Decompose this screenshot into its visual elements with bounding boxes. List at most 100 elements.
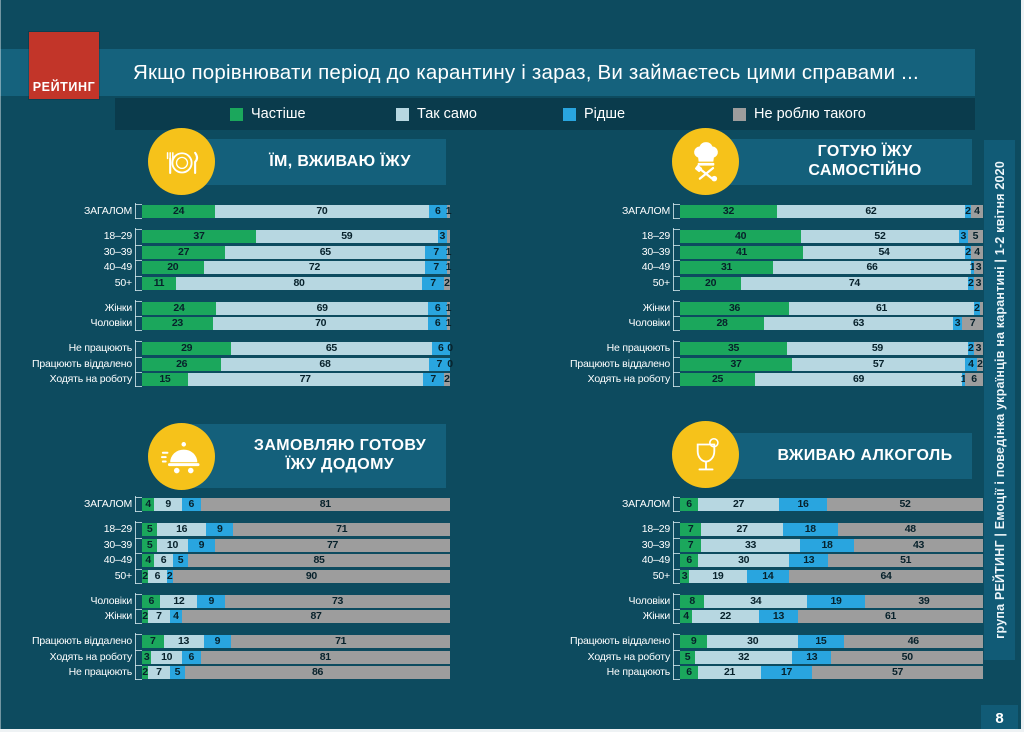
bar-segment: 2	[142, 610, 149, 623]
bar-row: 40–49 20 72 7 1	[30, 260, 451, 274]
bar-segment: 6	[154, 554, 173, 567]
bar-row: Чоловіки 8 34 19 39	[555, 593, 983, 608]
bar-row: Працюють віддалено 26 68 7 0	[30, 356, 453, 371]
bar-row: Працюють віддалено 37 57 4 2	[555, 356, 983, 371]
bar-segment: 2	[142, 666, 149, 679]
bar-segment: 6	[182, 650, 201, 664]
bar-segment: 65	[231, 342, 432, 355]
segment-value: 2	[142, 569, 148, 582]
bar-segment: 81	[200, 498, 450, 511]
row-label: Чоловіки	[90, 317, 133, 329]
bar-group: 18–29 5 16 9 71 30–39 5 10 9 77 40–49 4 6 5 85 50+ 2 6 2 90	[30, 521, 450, 584]
segment-value: 77	[327, 538, 339, 551]
row-label: Жінки	[104, 301, 132, 314]
bar-row: 50+ 11 80 7 2	[30, 275, 450, 291]
bar-segment: 64	[789, 569, 983, 583]
segment-value: 5	[174, 666, 181, 678]
row-label: ЗАГАЛОМ	[84, 205, 132, 217]
bar-segment: 23	[142, 317, 213, 330]
bar-segment: 6	[142, 594, 161, 608]
panel-title-alcohol: ВЖИВАЮ АЛКОГОЛЬ	[714, 433, 972, 479]
bar-segment: 80	[175, 276, 423, 290]
stacked-bar: 4 9 6 81	[135, 497, 450, 512]
segment-value: 21	[723, 666, 736, 678]
bar-segment: 77	[215, 538, 450, 552]
segment-value: 5	[684, 650, 691, 663]
segment-value: 18	[804, 523, 816, 535]
segment-value: 18	[821, 538, 833, 551]
segment-value: 61	[885, 610, 897, 622]
segment-value: 40	[735, 230, 747, 242]
segment-value: 1	[445, 301, 452, 314]
segment-value: 2	[977, 357, 983, 370]
segment-value: 6	[686, 554, 692, 566]
stacked-bar: 20 74 2 3	[673, 275, 983, 291]
page-number: 8	[981, 705, 1018, 732]
segment-value: 12	[173, 594, 185, 607]
bar-segment: 6	[428, 205, 447, 218]
bar-segment: 7	[142, 635, 164, 648]
bar-group: Працюють віддалено 7 13 9 71 Ходять на роботу…	[30, 633, 450, 680]
row-label: Не працюють	[606, 666, 671, 678]
segment-value: 13	[178, 635, 190, 647]
stacked-bar: 4 22 13 61	[673, 609, 983, 624]
segment-value: 57	[891, 666, 904, 678]
segment-value: 4	[974, 245, 980, 258]
bar-segment: 18	[783, 523, 838, 536]
segment-value: 86	[311, 666, 324, 678]
bar-group: ЗАГАЛОМ 24 70 6 1	[30, 203, 452, 219]
segment-value: 64	[880, 569, 892, 582]
bar-segment: 34	[704, 594, 808, 608]
bar-segment: 27	[701, 523, 783, 536]
segment-value: 7	[687, 538, 694, 551]
stacked-bar: 37 59 3	[135, 229, 450, 243]
bar-row: Працюють віддалено 7 13 9 71	[30, 634, 450, 648]
segment-value: 19	[712, 569, 724, 582]
segment-value: 2	[967, 342, 974, 354]
bar-segment: 18	[800, 538, 854, 552]
bar-segment: 13	[792, 650, 832, 664]
bar-segment: 9	[680, 635, 708, 648]
bar-row: Працюють віддалено 9 30 15 46	[555, 634, 983, 648]
bar-segment: 7	[962, 317, 983, 330]
stacked-bar: 27 65 7 1	[135, 244, 451, 259]
segment-value: 16	[797, 498, 809, 510]
panel-title-cook: ГОТУЮ ЇЖУ САМОСТІЙНО	[714, 139, 972, 185]
row-label: 50+	[652, 276, 670, 289]
bar-group: ЗАГАЛОМ 32 62 2 4	[555, 203, 983, 219]
bar-segment: 70	[212, 317, 429, 330]
bar-row: 30–39 5 10 9 77	[30, 537, 450, 552]
legend-item-less-often: Рідше	[563, 98, 625, 130]
segment-value: 7	[433, 261, 439, 273]
segment-value: 10	[166, 538, 179, 551]
segment-value: 46	[907, 635, 919, 647]
bar-segment: 15	[798, 635, 844, 648]
segment-value: 4	[683, 610, 689, 622]
row-label: Ходять на роботу	[587, 373, 671, 385]
segment-value: 7	[150, 635, 156, 647]
row-label: Чоловіки	[628, 594, 671, 607]
segment-value: 54	[878, 245, 890, 258]
bar-segment: 69	[215, 301, 429, 315]
row-label: ЗАГАЛОМ	[622, 498, 670, 510]
legend-label: Так само	[417, 106, 477, 122]
bar-segment: 12	[160, 594, 198, 608]
bar-segment: 50	[831, 650, 983, 664]
bar-segment: 46	[843, 635, 983, 648]
bar-segment: 70	[215, 205, 429, 218]
segment-value: 73	[332, 594, 344, 607]
segment-value: 5	[177, 554, 184, 566]
segment-value: 0	[447, 342, 453, 354]
page-edge-right	[1021, 0, 1024, 732]
segment-value: 66	[866, 261, 878, 273]
cocktail-icon	[672, 421, 739, 488]
segment-value: 4	[145, 498, 151, 510]
row-label: Жінки	[642, 301, 670, 314]
segment-value: 33	[744, 538, 757, 551]
segment-value: 7	[156, 666, 162, 678]
row-label: Ходять на роботу	[49, 373, 133, 385]
bar-segment: 36	[680, 301, 790, 315]
bar-segment: 51	[828, 554, 983, 567]
row-label: 40–49	[103, 261, 132, 273]
legend-label: Рідше	[584, 106, 626, 122]
